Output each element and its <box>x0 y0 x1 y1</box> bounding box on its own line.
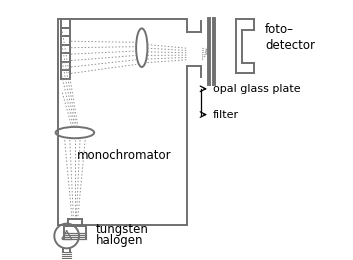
Text: filter: filter <box>213 109 239 120</box>
Text: monochromator: monochromator <box>77 149 171 162</box>
Text: foto–: foto– <box>265 23 294 36</box>
Text: tungsten: tungsten <box>95 223 148 236</box>
Text: halogen: halogen <box>95 234 143 247</box>
Text: detector: detector <box>265 39 315 52</box>
Text: opal glass plate: opal glass plate <box>213 84 300 94</box>
